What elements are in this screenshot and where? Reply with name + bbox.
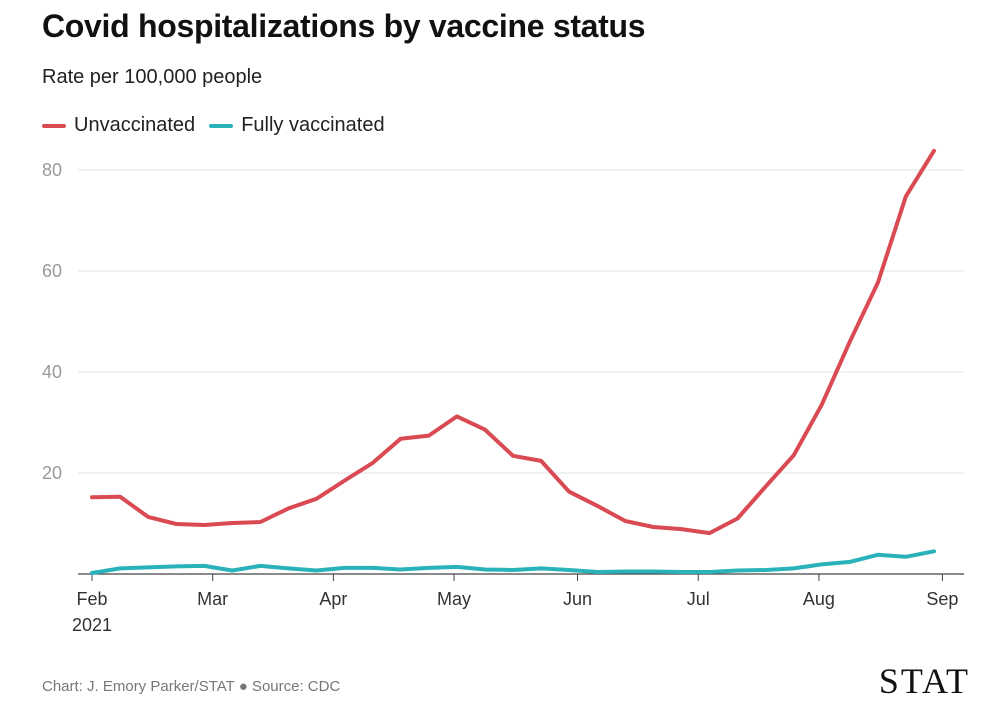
legend-item-fully-vaccinated: Fully vaccinated bbox=[209, 114, 385, 137]
legend-label-fully-vaccinated: Fully vaccinated bbox=[241, 114, 385, 136]
legend-label-unvaccinated: Unvaccinated bbox=[74, 114, 196, 136]
legend-item-unvaccinated: Unvaccinated bbox=[42, 114, 195, 137]
legend: Unvaccinated Fully vaccinated bbox=[42, 114, 399, 137]
chart-title: Covid hospitalizations by vaccine status bbox=[42, 8, 646, 44]
series-line-unvaccinated bbox=[90, 148, 936, 536]
x-tick-label-mar: Mar bbox=[197, 589, 228, 609]
legend-swatch-unvaccinated bbox=[42, 123, 66, 128]
x-tick-label-feb: Feb bbox=[76, 589, 107, 609]
chart-subtitle: Rate per 100,000 people bbox=[42, 66, 263, 88]
stat-logo: STAT bbox=[878, 661, 970, 701]
y-tick-label-60: 60 bbox=[42, 261, 62, 281]
y-tick-label-80: 80 bbox=[42, 160, 62, 180]
x-year-label: 2021 bbox=[72, 615, 112, 635]
x-tick-label-apr: Apr bbox=[319, 589, 347, 609]
x-tick-label-jun: Jun bbox=[563, 589, 592, 609]
chart-credit: Chart: J. Emory Parker/STAT ● Source: CD… bbox=[42, 678, 341, 695]
series-line-fully-vaccinated bbox=[90, 549, 936, 575]
x-tick-label-sep: Sep bbox=[926, 589, 958, 609]
x-tick-label-jul: Jul bbox=[687, 589, 710, 609]
x-tick-label-may: May bbox=[437, 589, 471, 609]
y-tick-label-20: 20 bbox=[42, 463, 62, 483]
legend-swatch-fully-vaccinated bbox=[209, 123, 234, 128]
y-tick-label-40: 40 bbox=[42, 362, 62, 382]
x-tick-label-aug: Aug bbox=[803, 589, 835, 609]
